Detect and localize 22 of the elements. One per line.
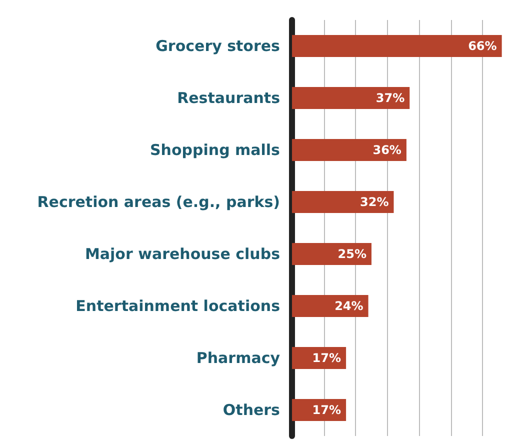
y-tick-label: Entertainment locations bbox=[76, 297, 280, 315]
bar bbox=[292, 139, 406, 161]
y-tick-label: Restaurants bbox=[177, 89, 280, 107]
bar bbox=[292, 87, 410, 109]
data-label: 25% bbox=[338, 247, 366, 261]
bar bbox=[292, 243, 372, 265]
bar bbox=[292, 295, 368, 317]
data-label: 36% bbox=[372, 143, 402, 157]
bar bbox=[292, 191, 394, 213]
data-label: 17% bbox=[312, 351, 342, 365]
data-label: 17% bbox=[312, 403, 342, 417]
y-tick-label: Pharmacy bbox=[196, 349, 280, 367]
y-tick-label: Others bbox=[222, 401, 280, 419]
data-label: 37% bbox=[376, 91, 405, 105]
y-tick-label: Major warehouse clubs bbox=[84, 245, 280, 263]
y-tick-label: Recretion areas (e.g., parks) bbox=[37, 193, 280, 211]
y-tick-label: Shopping malls bbox=[150, 141, 280, 159]
data-label: 32% bbox=[360, 195, 389, 209]
y-tick-label: Grocery stores bbox=[156, 37, 280, 55]
data-label: 66% bbox=[468, 39, 497, 53]
data-label: 24% bbox=[334, 299, 364, 313]
bar bbox=[292, 35, 502, 57]
